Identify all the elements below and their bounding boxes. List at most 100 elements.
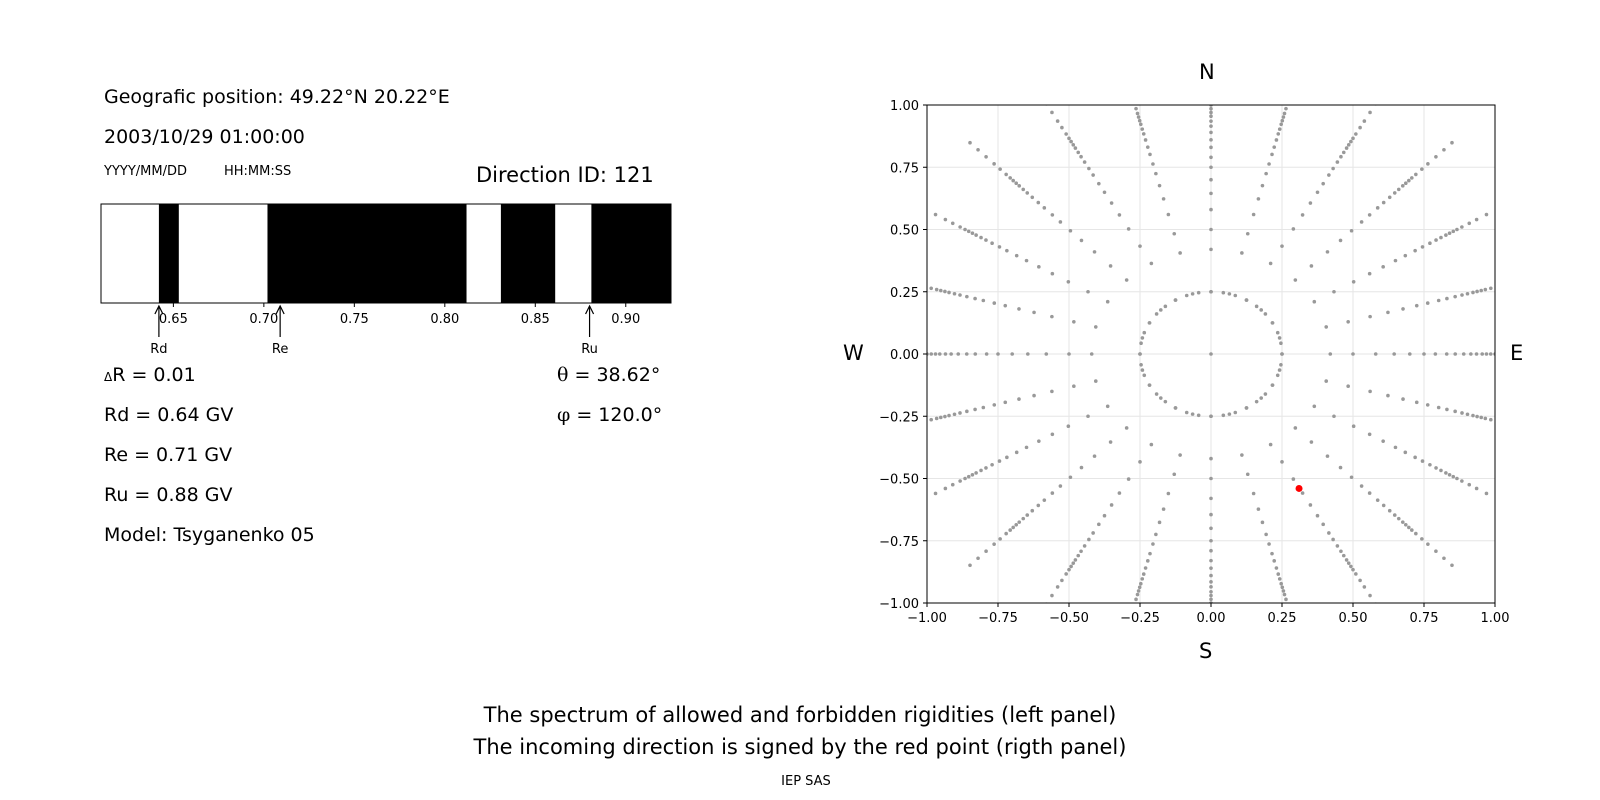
grid-point [1138,244,1142,248]
grid-point [1154,312,1159,316]
grid-point [1050,314,1054,319]
grid-point [1450,140,1454,145]
grid-point [990,241,994,245]
grid-point [1256,197,1261,201]
grid-point [1300,491,1305,495]
x-tick-label: 0.75 [1410,611,1439,626]
grid-point [1148,152,1152,157]
grid-point [937,352,942,356]
grid-point [1392,513,1397,517]
grid-point [1079,549,1083,554]
grid-point [1259,308,1264,312]
grid-point [1349,228,1354,233]
grid-point [1005,248,1009,253]
grid-point [1141,572,1146,576]
spectrum-tick-label: 0.85 [521,312,550,327]
rd-value: Rd = 0.64 GV [104,404,234,426]
grid-point [943,414,947,419]
grid-point [1351,352,1355,356]
grid-point [1064,572,1068,576]
grid-point [880,430,884,434]
grid-point [1460,411,1464,415]
grid-point [1279,581,1283,586]
grid-point [1272,559,1277,563]
grid-point [1003,303,1008,308]
grid-point [1362,119,1367,123]
grid-point [1068,475,1073,480]
grid-point [1358,578,1362,583]
grid-point [997,245,1002,249]
grid-point [1209,597,1213,602]
grid-point [1030,508,1035,513]
forbidden-band [591,204,671,303]
grid-point [968,563,972,568]
grid-point [1025,191,1030,195]
grid-point [1079,154,1083,159]
grid-point [1157,183,1162,188]
grid-point [1381,265,1385,269]
grid-point [1025,513,1030,517]
x-tick-label: −0.25 [1120,611,1160,626]
grid-point [1484,352,1489,356]
grid-point [1277,577,1282,581]
grid-point [921,285,925,289]
grid-point [1312,404,1317,409]
y-tick-label: 1.00 [890,99,919,114]
grid-point [1465,291,1470,296]
grid-point [1367,271,1372,276]
grid-point [1209,631,1213,635]
grid-point [1014,181,1019,186]
grid-point [1151,542,1155,546]
grid-point [992,542,996,546]
grid-point [1279,341,1283,345]
grid-point [1414,172,1418,177]
model-label: Model: Tsyganenko 05 [104,524,315,546]
grid-point [1130,92,1134,96]
grid-point [1209,558,1213,563]
grid-point [934,287,939,292]
theta-symbol: θ [557,364,569,386]
grid-point [1093,325,1098,329]
grid-point [1450,563,1454,568]
grid-point [1004,531,1008,536]
grid-point [958,225,962,229]
grid-point [1484,491,1489,496]
grid-point [1410,528,1414,532]
grid-point [1071,143,1076,147]
grid-point [1240,453,1244,457]
grid-point [1346,384,1350,389]
grid-point [880,275,884,279]
delta-r-value: R = 0.01 [112,364,196,386]
grid-point [1507,352,1511,356]
grid-point [1137,585,1142,590]
grid-point [1527,352,1531,356]
grid-point [1166,491,1171,496]
grid-point [1060,578,1064,583]
grid-point [970,472,975,477]
compass-west: W [843,341,864,365]
grid-point [1480,352,1485,356]
grid-point [1401,397,1405,401]
grid-point [1068,228,1073,233]
phi-value: φ = 120.0° [557,404,662,426]
grid-point [1451,229,1456,234]
grid-point [1154,392,1159,396]
grid-point [1386,393,1390,398]
grid-point [1240,251,1244,255]
grid-point [979,235,983,240]
grid-point [965,409,969,414]
grid-point [1259,396,1264,400]
grid-point [976,147,980,152]
grid-point [1309,440,1314,444]
grid-point [1141,132,1146,136]
grid-point [1163,304,1168,309]
grid-point [1091,173,1095,177]
grid-point [1341,553,1346,558]
grid-point [1400,520,1405,524]
grid-point [1036,200,1041,205]
grid-point [1264,171,1268,176]
grid-point [1465,412,1470,417]
grid-point [933,491,938,496]
grid-point [1286,100,1290,104]
grid-point [1277,127,1282,131]
